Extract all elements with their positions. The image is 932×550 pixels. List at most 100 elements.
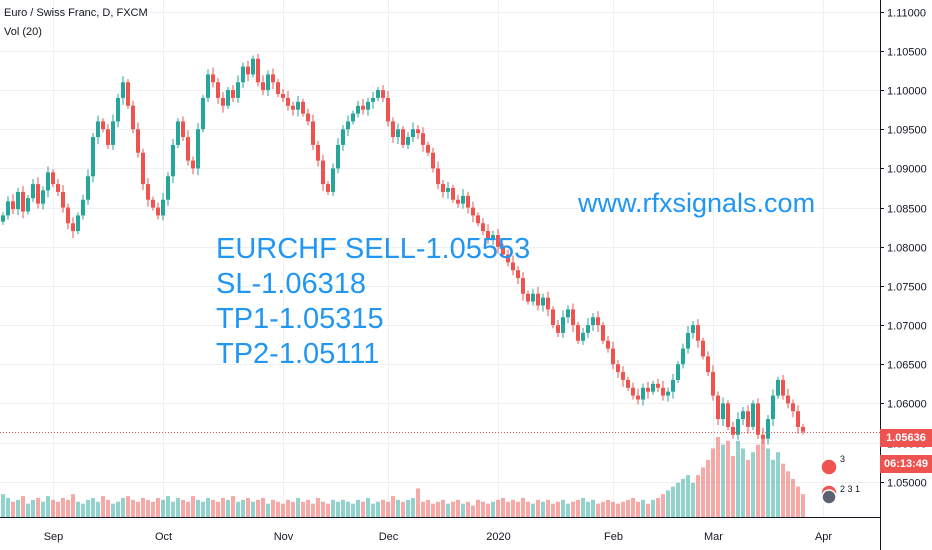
candle-body bbox=[416, 129, 420, 134]
candle-body bbox=[276, 82, 280, 94]
volume-bar bbox=[371, 503, 375, 517]
website-watermark: www.rfxsignals.com bbox=[578, 188, 816, 218]
candle-body bbox=[46, 172, 50, 191]
candle-body bbox=[336, 144, 340, 169]
volume-bar bbox=[206, 497, 210, 517]
volume-bar bbox=[101, 496, 105, 517]
candle-body bbox=[361, 105, 365, 110]
candle-body bbox=[156, 207, 160, 216]
volume-bar bbox=[286, 499, 290, 517]
volume-bar bbox=[551, 503, 555, 517]
candle-body bbox=[96, 121, 100, 138]
candle-body bbox=[781, 379, 785, 396]
volume-bar bbox=[581, 497, 585, 517]
volume-bar bbox=[726, 440, 730, 517]
candle-body bbox=[246, 66, 250, 75]
volume-bar bbox=[211, 499, 215, 517]
signal-line-tp2: TP2-1.05111 bbox=[216, 338, 380, 370]
candle-body bbox=[766, 419, 770, 439]
volume-bar bbox=[511, 499, 515, 517]
y-tick-label: 1.10000 bbox=[887, 86, 927, 98]
candle-body bbox=[101, 121, 105, 130]
candle-body bbox=[476, 215, 480, 224]
event-flag-icon bbox=[820, 458, 838, 476]
candle-body bbox=[556, 325, 560, 333]
volume-bar bbox=[91, 497, 95, 517]
volume-bar bbox=[496, 499, 500, 517]
volume-bar bbox=[231, 496, 235, 517]
volume-bar bbox=[721, 444, 725, 517]
candle-body bbox=[341, 129, 345, 145]
volume-bar bbox=[611, 501, 615, 517]
candle-body bbox=[326, 184, 330, 192]
volume-bar bbox=[191, 496, 195, 517]
volume-bar bbox=[531, 503, 535, 517]
candle-body bbox=[566, 309, 570, 318]
candle-body bbox=[496, 235, 500, 247]
volume-bar bbox=[571, 501, 575, 517]
volume-bar bbox=[676, 482, 680, 517]
candle-body bbox=[701, 340, 705, 357]
volume-bar bbox=[366, 497, 370, 517]
candle-body bbox=[256, 58, 260, 83]
volume-bar bbox=[576, 499, 580, 517]
candle-body bbox=[26, 198, 30, 212]
volume-bar bbox=[11, 501, 15, 517]
candle-body bbox=[456, 199, 460, 204]
volume-bar bbox=[601, 501, 605, 517]
volume-bar bbox=[636, 501, 640, 517]
volume-bar bbox=[276, 501, 280, 517]
volume-bar bbox=[136, 501, 140, 517]
volume-bar bbox=[471, 505, 475, 517]
candle-body bbox=[736, 419, 740, 435]
volume-bar bbox=[766, 448, 770, 517]
candle-body bbox=[471, 207, 475, 216]
volume-bar bbox=[391, 496, 395, 517]
candle-body bbox=[386, 97, 390, 122]
volume-bar bbox=[716, 437, 720, 517]
volume-bar bbox=[736, 440, 740, 517]
candle-body bbox=[671, 379, 675, 392]
candle-body bbox=[751, 403, 755, 427]
volume-bar bbox=[356, 499, 360, 517]
volume-bar bbox=[61, 497, 65, 517]
volume-bar bbox=[516, 501, 520, 517]
volume-bar bbox=[271, 499, 275, 517]
volume-bar bbox=[646, 503, 650, 517]
candle-body bbox=[511, 262, 515, 271]
volume-bar bbox=[186, 501, 190, 517]
candle-body bbox=[446, 188, 450, 192]
volume-bar bbox=[756, 444, 760, 517]
volume-bar bbox=[801, 494, 805, 517]
volume-bar bbox=[221, 497, 225, 517]
candle-body bbox=[136, 129, 140, 153]
candle-body bbox=[426, 144, 430, 153]
volume-bar bbox=[406, 499, 410, 517]
volume-bar bbox=[431, 503, 435, 517]
volume-bar bbox=[486, 503, 490, 517]
candle-body bbox=[71, 223, 75, 232]
volume-bar bbox=[466, 501, 470, 517]
signal-line-entry: EURCHF SELL-1.05553 bbox=[216, 233, 531, 265]
volume-bar bbox=[691, 482, 695, 517]
x-tick-label: Sep bbox=[44, 531, 64, 543]
candle-body bbox=[16, 191, 20, 210]
volume-bar bbox=[481, 501, 485, 517]
volume-bar bbox=[566, 503, 570, 517]
volume-bar bbox=[401, 501, 405, 517]
volume-bar bbox=[176, 497, 180, 517]
candle-body bbox=[571, 309, 575, 326]
candle-body bbox=[656, 383, 660, 388]
volume-bar bbox=[116, 501, 120, 517]
volume-bar bbox=[216, 501, 220, 517]
volume-bar bbox=[161, 499, 165, 517]
candle-body bbox=[686, 332, 690, 349]
volume-bar bbox=[111, 503, 115, 517]
candle-body bbox=[321, 160, 325, 185]
candle-body bbox=[461, 195, 465, 204]
x-tick-label: Feb bbox=[604, 531, 623, 543]
candle-body bbox=[626, 379, 630, 388]
volume-bar bbox=[701, 467, 705, 517]
volume-bar bbox=[561, 499, 565, 517]
